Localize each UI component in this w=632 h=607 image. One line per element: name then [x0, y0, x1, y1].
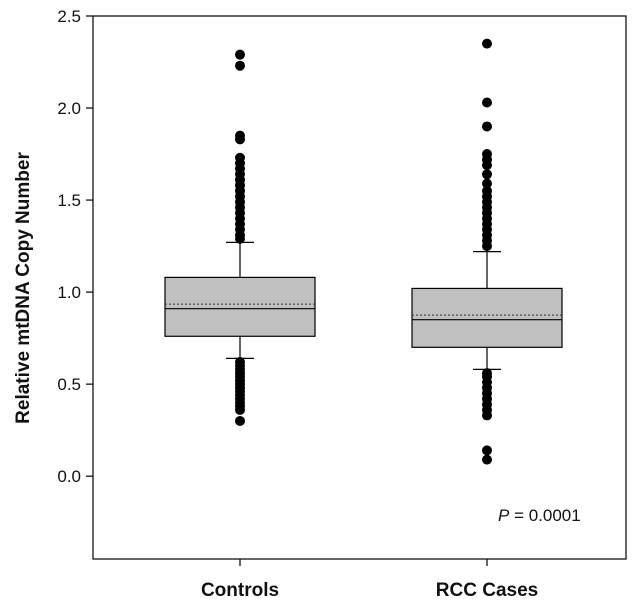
outlier-point — [482, 185, 492, 196]
box-series — [164, 241, 563, 371]
y-tick-label: 0.0 — [57, 467, 81, 486]
outlier-point — [235, 130, 245, 141]
outlier-point — [235, 152, 245, 163]
outlier-points — [235, 38, 492, 465]
outlier-point — [482, 38, 492, 49]
x-category-label: Controls — [201, 580, 279, 601]
outlier-point — [235, 49, 245, 60]
x-category-label: RCC Cases — [436, 580, 538, 601]
outlier-point — [482, 445, 492, 456]
iqr-box — [164, 276, 316, 337]
iqr-box — [411, 287, 563, 348]
outlier-point — [482, 169, 492, 180]
outlier-point — [482, 149, 492, 160]
outlier-point — [482, 368, 492, 379]
y-axis: 0.0 0.5 1.0 1.5 2.0 2.5 — [57, 7, 93, 486]
outlier-point — [482, 454, 492, 465]
outlier-point — [482, 121, 492, 132]
outlier-point — [235, 415, 245, 426]
y-tick-label: 0.5 — [57, 375, 81, 394]
outlier-point — [235, 60, 245, 71]
y-tick-label: 1.0 — [57, 283, 81, 302]
y-tick-label: 2.0 — [57, 99, 81, 118]
x-axis: Controls RCC Cases — [201, 559, 538, 601]
outlier-point — [235, 357, 245, 368]
y-axis-label: Relative mtDNA Copy Number — [13, 152, 34, 424]
p-value-annotation: P = 0.0001 — [498, 506, 581, 525]
plot-frame — [92, 15, 627, 560]
outlier-point — [482, 178, 492, 189]
y-tick-label: 2.5 — [57, 7, 81, 26]
y-tick-label: 1.5 — [57, 191, 81, 210]
p-value-symbol: P — [498, 506, 510, 525]
p-value-text: = 0.0001 — [509, 506, 580, 525]
outlier-point — [482, 97, 492, 108]
